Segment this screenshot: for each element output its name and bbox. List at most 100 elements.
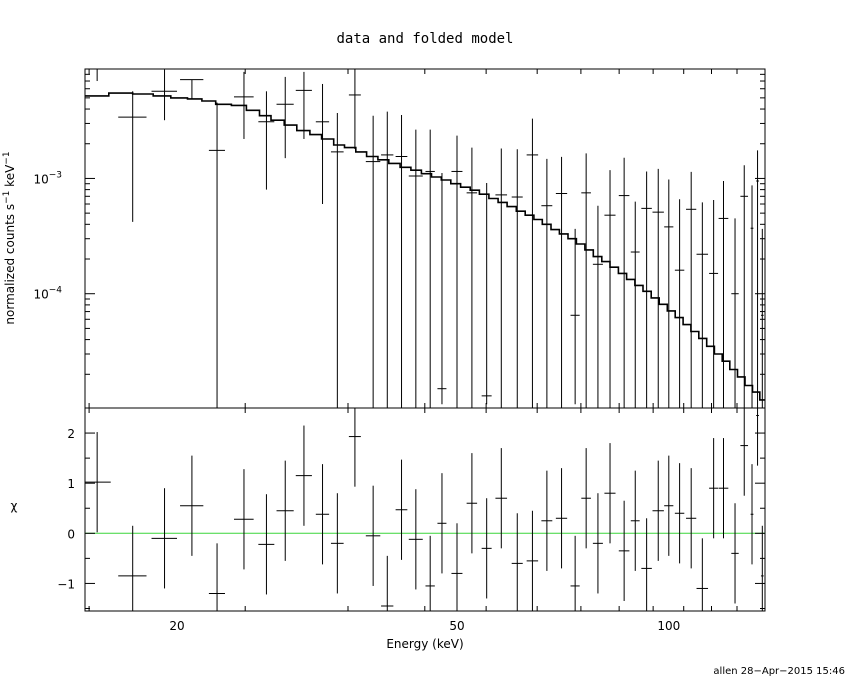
spectrum-data-points xyxy=(85,68,764,408)
residual-point xyxy=(348,408,361,487)
residual-point xyxy=(541,470,553,571)
data-point xyxy=(674,199,685,408)
residual-point xyxy=(555,468,568,569)
spectrum-y-tick-labels: 10−3 10−4 xyxy=(33,170,62,301)
residual-point xyxy=(740,408,749,496)
spectrum-panel: 10−3 10−4 normalized counts s−1 keV−1 xyxy=(2,68,766,409)
x-axis-label: Energy (keV) xyxy=(386,637,463,651)
model-step-line xyxy=(85,92,765,401)
data-point xyxy=(760,228,764,408)
residual-point xyxy=(756,408,759,466)
data-point xyxy=(151,69,178,121)
x-tick-label: 50 xyxy=(449,619,464,633)
residual-point xyxy=(233,469,254,570)
data-point xyxy=(330,112,344,408)
data-point xyxy=(652,168,664,408)
residual-point xyxy=(481,498,492,599)
spectrum-y-axis-label: normalized counts s−1 keV−1 xyxy=(2,151,17,324)
residual-point xyxy=(295,425,312,526)
residual-data-points xyxy=(85,408,764,611)
data-point xyxy=(481,182,492,405)
data-point xyxy=(511,149,523,408)
y-tick-label: 10−4 xyxy=(33,286,62,302)
data-point xyxy=(750,185,754,408)
data-point xyxy=(315,83,330,205)
model-curve xyxy=(85,92,765,401)
data-point xyxy=(208,102,225,408)
residual-point xyxy=(180,455,204,556)
data-point xyxy=(718,181,729,408)
data-point xyxy=(85,68,111,82)
residual-y-tick-labels: 2 1 0 −1 xyxy=(57,427,75,591)
data-point xyxy=(118,91,147,222)
residual-point xyxy=(381,555,394,611)
residual-frame xyxy=(84,407,766,612)
residual-point xyxy=(466,453,478,554)
residual-point xyxy=(151,488,178,589)
footer-credit: allen 28−Apr−2015 15:46 xyxy=(713,666,845,677)
data-point xyxy=(408,129,423,408)
data-point xyxy=(425,129,435,408)
residual-point xyxy=(686,468,697,569)
data-point xyxy=(180,79,204,99)
data-point xyxy=(555,156,568,408)
residual-point xyxy=(581,448,591,549)
residual-point xyxy=(425,535,435,611)
residual-point xyxy=(258,494,275,595)
data-point xyxy=(581,153,591,408)
residual-point xyxy=(85,432,111,533)
data-point xyxy=(295,71,312,139)
residual-point xyxy=(570,535,580,611)
data-point xyxy=(437,172,447,405)
residual-point xyxy=(592,493,603,594)
residual-panel: 2 1 0 −1 χ xyxy=(11,407,766,612)
data-point xyxy=(541,158,553,408)
residual-point xyxy=(641,518,652,611)
data-point xyxy=(570,228,580,405)
data-point xyxy=(664,179,674,408)
data-point xyxy=(630,201,640,408)
data-point xyxy=(526,118,539,408)
data-point xyxy=(395,115,408,408)
data-point xyxy=(466,147,478,408)
residual-point xyxy=(330,493,344,594)
x-tick-label: 20 xyxy=(169,619,184,633)
chart-title: data and folded model xyxy=(336,31,513,47)
spectrum-frame xyxy=(84,68,766,409)
residual-point xyxy=(718,438,729,539)
residual-point xyxy=(437,473,447,574)
residual-point xyxy=(276,460,294,561)
residual-point xyxy=(696,538,709,611)
data-point xyxy=(451,135,463,408)
spectrum-axis-ticks xyxy=(85,69,765,408)
residual-point xyxy=(451,523,463,611)
data-point xyxy=(756,150,759,408)
x-tick-labels: 20 50 100 xyxy=(169,619,680,633)
data-point xyxy=(696,202,709,408)
data-point xyxy=(276,76,294,159)
residual-point xyxy=(118,525,147,611)
y-tick-label: −1 xyxy=(57,577,75,591)
data-point xyxy=(381,111,394,408)
residual-point xyxy=(511,513,523,611)
y-tick-label: 1 xyxy=(67,477,75,491)
residual-point xyxy=(709,438,719,539)
data-point xyxy=(495,148,508,408)
y-tick-label: 10−3 xyxy=(33,170,62,186)
data-point xyxy=(348,69,361,150)
residual-point xyxy=(731,503,739,604)
residual-point xyxy=(315,464,330,565)
data-point xyxy=(233,71,254,139)
residual-point xyxy=(618,500,630,601)
residual-point xyxy=(495,448,508,549)
data-point xyxy=(740,165,749,408)
data-point xyxy=(618,157,630,408)
residual-point xyxy=(630,470,640,571)
residual-point xyxy=(760,525,764,611)
residual-point xyxy=(604,443,616,544)
residual-point xyxy=(674,463,685,564)
x-tick-label: 100 xyxy=(657,619,680,633)
data-point xyxy=(641,171,652,408)
data-point xyxy=(604,170,616,408)
residual-point xyxy=(395,459,408,560)
